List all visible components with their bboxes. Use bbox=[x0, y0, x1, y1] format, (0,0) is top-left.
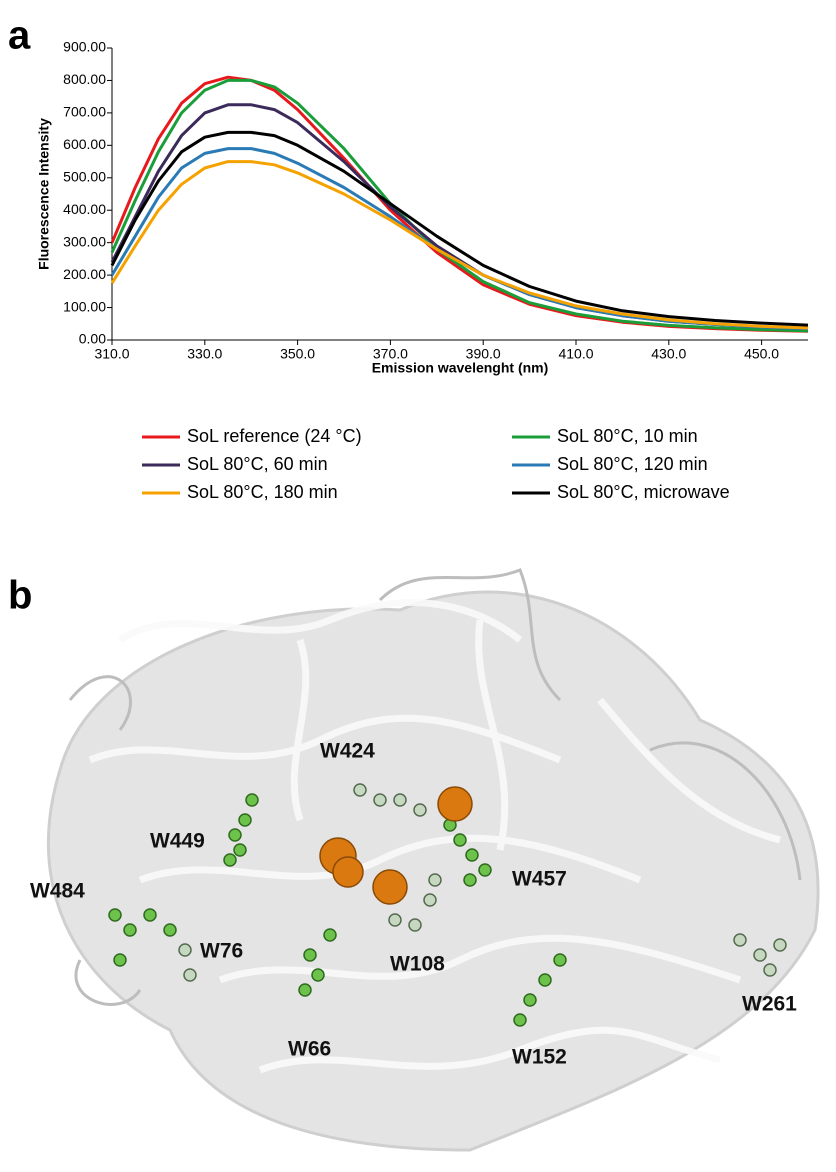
y-tick-label: 300.00 bbox=[63, 233, 106, 249]
legend-label: SoL 80°C, 120 min bbox=[557, 454, 708, 474]
y-tick-label: 100.00 bbox=[63, 298, 106, 314]
series-line bbox=[110, 130, 809, 327]
residue-label: W484 bbox=[30, 880, 85, 903]
x-axis-title: Emission wavelenght (nm) bbox=[372, 360, 549, 376]
legend-label: SoL reference (24 °C) bbox=[187, 426, 362, 446]
panel-label: a bbox=[8, 14, 31, 58]
series-line bbox=[110, 160, 809, 330]
loops bbox=[68, 568, 802, 1006]
x-tick-label: 390.0 bbox=[466, 346, 501, 362]
residue-label: W76 bbox=[200, 940, 243, 963]
x-tick-label: 430.0 bbox=[651, 346, 686, 362]
residue-label: W66 bbox=[288, 1038, 331, 1061]
residue-label: W108 bbox=[390, 953, 445, 976]
legend-label: SoL 80°C, microwave bbox=[557, 482, 730, 502]
x-tick-label: 330.0 bbox=[187, 346, 222, 362]
y-tick-label: 800.00 bbox=[63, 71, 106, 87]
series-line bbox=[110, 147, 809, 331]
x-tick-label: 450.0 bbox=[744, 346, 779, 362]
tryptophan-residues-pale bbox=[178, 783, 787, 982]
residue-label: W449 bbox=[150, 830, 205, 853]
y-tick-label: 600.00 bbox=[63, 136, 106, 152]
legend-label: SoL 80°C, 60 min bbox=[187, 454, 328, 474]
y-tick-label: 400.00 bbox=[63, 201, 106, 217]
chart: 0.00 100.00 200.00 300.00 400.00 500.00 600.00… bbox=[36, 39, 809, 502]
x-tick-label: 310.0 bbox=[94, 346, 129, 362]
residue-label: W152 bbox=[512, 1046, 567, 1069]
residue-label: W457 bbox=[512, 868, 567, 891]
tryptophan-residues bbox=[108, 793, 567, 1027]
y-tick-label: 0.00 bbox=[79, 331, 106, 347]
series-line bbox=[110, 75, 809, 333]
y-tick-label: 900.00 bbox=[63, 39, 106, 55]
residue-label: W424 bbox=[320, 740, 375, 763]
legend-label: SoL 80°C, 180 min bbox=[187, 482, 338, 502]
y-tick-label: 200.00 bbox=[63, 266, 106, 282]
metal-ions bbox=[319, 786, 473, 905]
residue-label: W261 bbox=[742, 993, 797, 1016]
y-axis-title: Fluorescence Intensity bbox=[36, 118, 52, 270]
legend-label: SoL 80°C, 10 min bbox=[557, 426, 698, 446]
series-line bbox=[110, 103, 809, 331]
protein-structure: W424 W449 W457 W484 W76 W108 W66 W152 W2… bbox=[30, 568, 820, 1152]
x-tick-label: 410.0 bbox=[558, 346, 593, 362]
x-tick-label: 350.0 bbox=[280, 346, 315, 362]
y-tick-label: 500.00 bbox=[63, 168, 106, 184]
panel-label: b bbox=[8, 574, 32, 618]
series-line bbox=[110, 78, 809, 333]
x-tick-label: 370.0 bbox=[373, 346, 408, 362]
ribbons bbox=[88, 599, 781, 1074]
y-tick-label: 700.00 bbox=[63, 104, 106, 120]
